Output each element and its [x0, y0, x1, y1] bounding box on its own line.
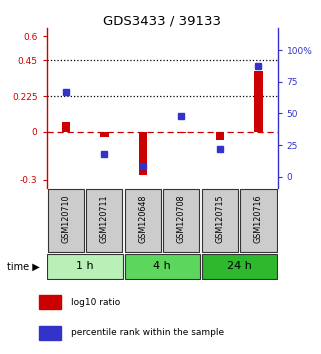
Text: percentile rank within the sample: percentile rank within the sample	[71, 329, 224, 337]
Text: GSM120710: GSM120710	[61, 195, 70, 243]
Text: log10 ratio: log10 ratio	[71, 297, 120, 307]
Bar	[100, 132, 108, 137]
Bar	[139, 132, 147, 175]
Bar	[163, 189, 199, 252]
Bar	[202, 189, 238, 252]
Text: 24 h: 24 h	[227, 261, 252, 272]
Bar	[177, 132, 186, 133]
Text: 1 h: 1 h	[76, 261, 94, 272]
Bar	[39, 295, 61, 309]
Bar	[48, 189, 84, 252]
Text: 4 h: 4 h	[153, 261, 171, 272]
Text: GSM120716: GSM120716	[254, 195, 263, 243]
Bar	[125, 189, 161, 252]
Text: time ▶: time ▶	[7, 261, 40, 272]
Bar	[48, 254, 123, 279]
Text: GSM120711: GSM120711	[100, 195, 109, 243]
Title: GDS3433 / 39133: GDS3433 / 39133	[103, 14, 221, 27]
Text: GSM120708: GSM120708	[177, 195, 186, 243]
Text: GSM120648: GSM120648	[138, 195, 147, 243]
Bar	[254, 72, 263, 132]
Bar	[125, 254, 200, 279]
Bar	[216, 132, 224, 140]
Bar	[202, 254, 277, 279]
Bar	[240, 189, 276, 252]
Bar	[39, 326, 61, 341]
Bar	[86, 189, 122, 252]
Bar	[62, 122, 70, 132]
Text: GSM120715: GSM120715	[215, 195, 224, 243]
